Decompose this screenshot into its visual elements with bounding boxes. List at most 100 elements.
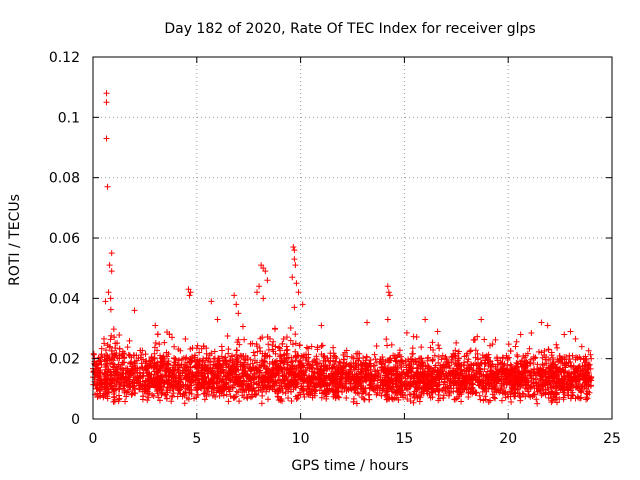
data-point — [343, 347, 350, 354]
data-point — [188, 386, 195, 393]
data-point — [498, 385, 505, 392]
data-point — [247, 365, 254, 372]
data-point — [394, 362, 401, 369]
data-point — [199, 380, 206, 387]
data-point — [238, 382, 245, 389]
data-point — [227, 393, 234, 400]
data-point — [130, 374, 137, 381]
data-point — [223, 391, 230, 398]
data-point — [442, 388, 449, 395]
x-axis-title: GPS time / hours — [291, 458, 408, 474]
spike-point — [104, 183, 111, 190]
data-point — [144, 397, 151, 404]
data-point — [396, 372, 403, 379]
data-point — [552, 369, 559, 376]
data-point — [169, 394, 176, 401]
x-tick-label: 10 — [292, 431, 310, 447]
data-point — [211, 348, 218, 355]
data-point — [304, 383, 311, 390]
data-point — [351, 385, 358, 392]
data-point — [192, 352, 199, 359]
data-point — [300, 387, 307, 394]
data-point — [326, 365, 333, 372]
data-point — [201, 385, 208, 392]
data-point — [487, 397, 494, 404]
data-point — [145, 380, 152, 387]
data-point — [126, 370, 133, 377]
spike-point — [318, 322, 325, 329]
data-point — [440, 392, 447, 399]
spike-point — [538, 319, 545, 326]
data-point — [548, 349, 555, 356]
y-tick-label: 0 — [71, 412, 80, 428]
data-point — [368, 371, 375, 378]
data-point — [580, 355, 587, 362]
data-point — [560, 386, 567, 393]
data-point — [302, 356, 309, 363]
data-point — [395, 396, 402, 403]
data-point — [355, 357, 362, 364]
spike-point — [187, 289, 194, 296]
data-point — [316, 381, 323, 388]
data-point — [524, 359, 531, 366]
data-point — [382, 366, 389, 373]
data-point — [400, 368, 407, 375]
spike-point — [186, 292, 193, 299]
data-point — [345, 369, 352, 376]
data-point — [133, 357, 140, 364]
data-point — [285, 380, 292, 387]
data-point — [159, 360, 166, 367]
data-point — [468, 362, 475, 369]
data-point — [121, 359, 128, 366]
data-point — [162, 391, 169, 398]
data-point — [220, 392, 227, 399]
data-point — [247, 356, 254, 363]
data-point — [533, 396, 540, 403]
data-point — [314, 344, 321, 351]
data-point — [146, 371, 153, 378]
data-point — [286, 369, 293, 376]
x-tick-label: 20 — [499, 431, 517, 447]
data-point — [232, 368, 239, 375]
data-point — [373, 384, 380, 391]
data-point — [195, 368, 202, 375]
data-point — [476, 378, 483, 385]
data-point — [552, 361, 559, 368]
data-point — [588, 355, 595, 362]
data-point — [339, 369, 346, 376]
data-point — [309, 394, 316, 401]
data-point — [472, 376, 479, 383]
data-point — [260, 375, 267, 382]
data-point — [420, 390, 427, 397]
data-point — [414, 377, 421, 384]
data-point — [200, 390, 207, 397]
data-point — [161, 339, 168, 346]
data-point — [243, 378, 250, 385]
data-point — [323, 389, 330, 396]
data-point — [94, 361, 101, 368]
data-point — [570, 375, 577, 382]
data-point — [313, 365, 320, 372]
data-point — [224, 371, 231, 378]
data-point — [102, 347, 109, 354]
data-point — [235, 378, 242, 385]
data-point — [229, 352, 236, 359]
data-point — [102, 391, 109, 398]
data-point — [431, 368, 438, 375]
data-point — [280, 352, 287, 359]
data-point — [559, 366, 566, 373]
data-point — [294, 352, 301, 359]
data-point — [339, 389, 346, 396]
data-point — [435, 342, 442, 349]
data-point — [528, 372, 535, 379]
data-point — [131, 352, 138, 359]
data-point — [587, 351, 594, 358]
data-point — [377, 374, 384, 381]
data-point — [385, 359, 392, 366]
data-point — [487, 342, 494, 349]
data-point — [283, 334, 290, 341]
data-point — [251, 371, 258, 378]
data-point — [235, 336, 242, 343]
data-point — [547, 391, 554, 398]
data-point — [287, 388, 294, 395]
